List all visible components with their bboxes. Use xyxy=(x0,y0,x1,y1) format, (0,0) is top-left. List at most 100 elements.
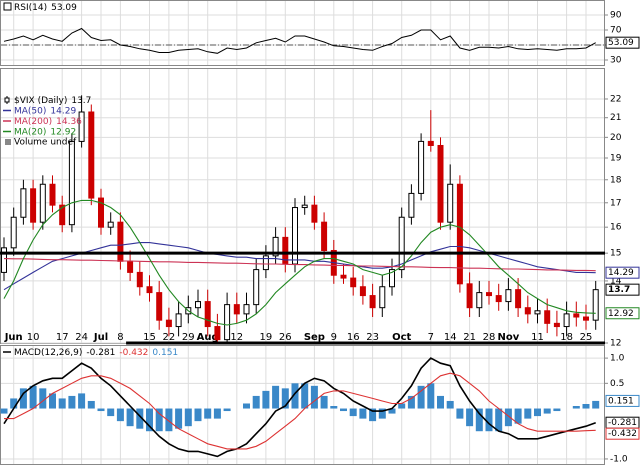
histogram-bar xyxy=(223,408,231,412)
candle-body xyxy=(49,183,56,206)
x-tick-label: 17 xyxy=(56,332,69,343)
histogram-bar xyxy=(427,383,435,409)
legend-icon xyxy=(3,2,12,11)
y-tick-label: 20 xyxy=(610,133,622,143)
y-tick-label: 70 xyxy=(610,26,622,36)
candle-body xyxy=(408,192,415,218)
y-tick-label: 17 xyxy=(610,198,621,208)
histogram-bar xyxy=(19,388,27,409)
candle-body xyxy=(437,144,444,223)
candle-body xyxy=(127,260,134,273)
candle-body xyxy=(59,204,66,226)
value-box-label: 13.7 xyxy=(608,285,630,295)
histogram-bar xyxy=(175,408,183,429)
legend-text: 14.36 xyxy=(56,117,82,127)
candle-body xyxy=(88,111,95,199)
candle-body xyxy=(583,316,589,321)
value-box xyxy=(605,266,640,279)
histogram-bar xyxy=(116,408,124,422)
histogram-bar xyxy=(349,408,357,417)
candle-body xyxy=(486,292,492,297)
x-tick-label: Sep xyxy=(304,332,325,343)
histogram-bar xyxy=(592,400,600,409)
x-tick-label: 19 xyxy=(260,332,273,343)
moving-average-line xyxy=(3,242,596,291)
x-tick-label: 9 xyxy=(331,332,337,343)
histogram-bar xyxy=(417,385,425,409)
legend-entry: RSI(14) 53.09 xyxy=(14,3,77,13)
legend-text: -0.281 xyxy=(86,348,115,358)
x-tick-label: 23 xyxy=(366,332,379,343)
histogram-bar xyxy=(437,395,444,409)
value-box-label: 14.29 xyxy=(608,268,634,278)
legend-text: 53.09 xyxy=(51,3,77,13)
x-tick-label: 14 xyxy=(444,332,457,343)
histogram-bar xyxy=(359,408,367,419)
y-tick-label: 21 xyxy=(610,113,621,123)
histogram-bar xyxy=(213,408,221,419)
histogram-bar xyxy=(97,408,105,412)
histogram-bar xyxy=(155,408,163,432)
legend-text: RSI(14) xyxy=(14,3,47,13)
x-tick-label: 24 xyxy=(75,332,88,343)
y-tick-label: 22 xyxy=(610,94,621,104)
legend-text: MACD(12,26,9) xyxy=(14,348,82,358)
candle-body xyxy=(592,289,599,321)
histogram-bar xyxy=(369,408,377,422)
candle-body xyxy=(340,274,347,279)
histogram-bar xyxy=(543,408,551,414)
x-tick-label: Oct xyxy=(392,332,411,343)
value-box xyxy=(605,427,640,440)
x-tick-label: Jul xyxy=(93,332,108,343)
histogram-bar xyxy=(398,403,406,409)
histogram-bar xyxy=(252,395,260,409)
histogram-bar xyxy=(39,388,47,409)
x-tick-label: 26 xyxy=(279,332,292,343)
histogram-bar xyxy=(475,408,483,432)
legend-entry: MA(50) 14.29 xyxy=(14,106,76,116)
y-tick-label: 30 xyxy=(610,56,622,66)
y-tick-label: 14 xyxy=(610,276,622,286)
value-box xyxy=(605,36,640,49)
candle-body xyxy=(379,286,386,309)
x-tick-label: Aug xyxy=(197,332,219,343)
histogram-bar xyxy=(272,385,280,409)
y-tick-label: 90 xyxy=(610,11,622,21)
candle-body xyxy=(389,269,395,288)
candle-body xyxy=(544,310,551,324)
macd-line xyxy=(3,357,596,458)
x-tick-label: 22 xyxy=(163,332,176,343)
y-tick-label: -1.0 xyxy=(610,454,628,464)
moving-average-line xyxy=(3,199,596,326)
histogram-bar xyxy=(87,400,95,409)
candle-body xyxy=(165,319,172,328)
x-tick-label: 10 xyxy=(27,332,40,343)
x-tick-label: 7 xyxy=(428,332,434,343)
candle-body xyxy=(68,140,75,226)
x-tick-label: 15 xyxy=(143,332,156,343)
candle-body xyxy=(175,313,182,328)
value-box-label: -0.281 xyxy=(608,418,637,428)
candle-body xyxy=(20,188,27,218)
value-box-label: 12.92 xyxy=(608,309,634,319)
candle-body xyxy=(98,197,104,228)
histogram-bar xyxy=(524,408,532,419)
histogram-bar xyxy=(10,398,18,409)
histogram-bar xyxy=(495,408,503,432)
x-tick-label: 25 xyxy=(580,332,593,343)
x-tick-label: Jun xyxy=(4,332,23,343)
candle-body xyxy=(117,221,124,262)
candle-body xyxy=(78,111,85,142)
legend-text: $VIX (Daily) xyxy=(14,96,67,106)
candle-body xyxy=(573,313,580,318)
candle-body xyxy=(204,301,211,328)
histogram-bar xyxy=(126,408,134,427)
legend-entry: MACD(12,26,9) -0.281 -0.432 0.151 xyxy=(14,348,178,358)
legend-text: 0.151 xyxy=(152,348,178,358)
histogram-bar xyxy=(49,393,56,409)
histogram-bar xyxy=(194,408,202,422)
histogram-bar xyxy=(204,408,212,419)
candle-body xyxy=(1,247,7,273)
candle-body xyxy=(505,289,512,303)
candle-body xyxy=(30,188,37,223)
